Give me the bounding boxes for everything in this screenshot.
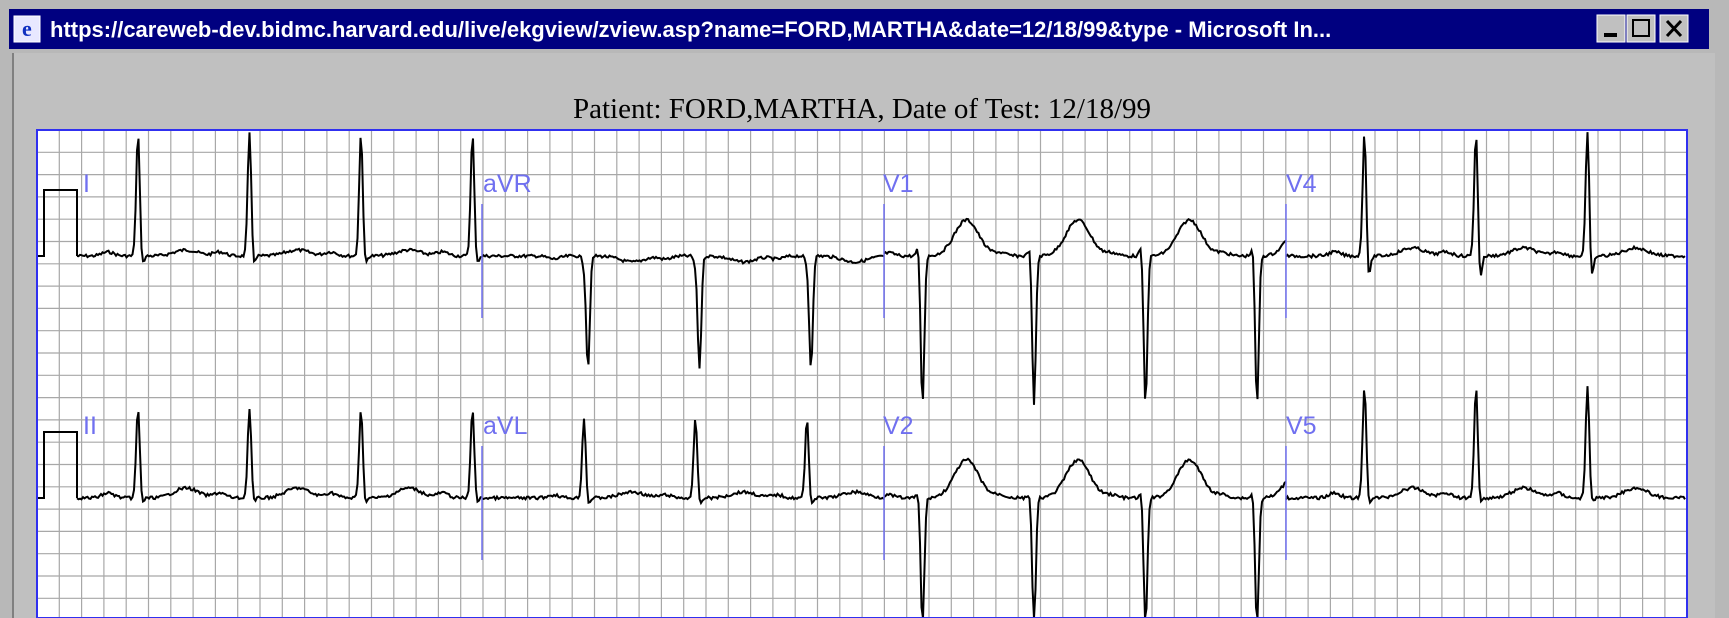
lead-label: aVR bbox=[483, 170, 532, 198]
ekg-trace bbox=[76, 132, 483, 265]
calibration-pulse bbox=[37, 189, 78, 257]
ekg-trace bbox=[481, 253, 885, 369]
ekg-trace bbox=[76, 409, 483, 505]
minimize-icon bbox=[1604, 33, 1617, 37]
lead-label: V5 bbox=[1286, 412, 1317, 440]
window-buttons bbox=[1596, 14, 1689, 43]
title-bar bbox=[9, 9, 1709, 49]
minimize-button[interactable] bbox=[1596, 14, 1626, 43]
lead-label: aVL bbox=[483, 412, 528, 440]
ekg-trace bbox=[883, 217, 1287, 405]
ekg-border bbox=[36, 129, 1688, 618]
ekg-trace bbox=[1285, 386, 1686, 505]
window-title: https://careweb-dev.bidmc.harvard.edu/li… bbox=[50, 17, 1331, 42]
ekg-trace bbox=[883, 457, 1287, 618]
close-icon bbox=[1665, 19, 1683, 38]
ie-icon bbox=[13, 15, 41, 43]
lead-label: V2 bbox=[883, 412, 914, 440]
ekg-trace bbox=[1285, 132, 1686, 276]
lead-label: I bbox=[83, 170, 90, 198]
lead-label: II bbox=[83, 412, 97, 440]
lead-label: V4 bbox=[1286, 170, 1317, 198]
patient-header: Patient: FORD,MARTHA, Date of Test: 12/1… bbox=[573, 93, 1151, 125]
ie-icon-letter: e bbox=[22, 16, 32, 41]
ekg-trace bbox=[481, 418, 885, 506]
maximize-icon bbox=[1632, 19, 1650, 37]
grid-lines bbox=[37, 130, 1687, 618]
grid-path bbox=[37, 130, 1687, 618]
calibration-pulse bbox=[37, 431, 78, 499]
lead-label: V1 bbox=[883, 170, 914, 198]
